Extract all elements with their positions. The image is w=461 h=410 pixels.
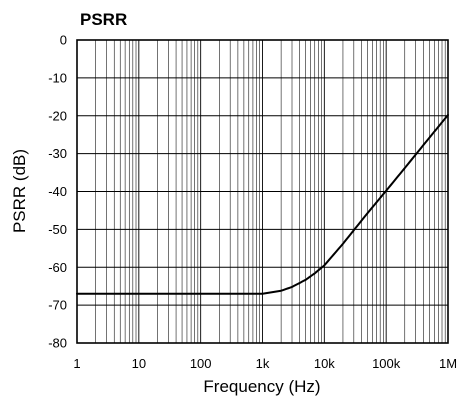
psrr-curve [76,113,449,295]
y-tick-label: -20 [48,108,67,123]
grid [77,40,448,343]
y-tick-label: -80 [48,336,67,351]
x-axis-ticks: 1 10 100 1k 10k 100k 1M [73,356,457,371]
x-tick-label: 1 [73,356,80,371]
x-tick-label: 10 [132,356,146,371]
y-axis-ticks: 0 -10 -20 -30 -40 -50 -60 -70 -80 [48,33,67,351]
x-tick-label: 1M [439,356,457,371]
x-tick-label: 100k [372,356,401,371]
y-tick-label: -10 [48,70,67,85]
y-tick-label: 0 [60,33,67,48]
x-tick-label: 1k [256,356,270,371]
plot-frame [76,39,449,344]
y-axis-label: PSRR (dB) [10,149,29,233]
y-tick-label: -50 [48,222,67,237]
y-tick-label: -30 [48,146,67,161]
y-tick-label: -70 [48,298,67,313]
chart-title: PSRR [80,10,127,29]
series [76,113,449,295]
x-tick-label: 100 [190,356,212,371]
y-tick-label: -60 [48,260,67,275]
x-axis-label: Frequency (Hz) [203,377,320,396]
y-tick-label: -40 [48,184,67,199]
x-tick-label: 10k [314,356,335,371]
